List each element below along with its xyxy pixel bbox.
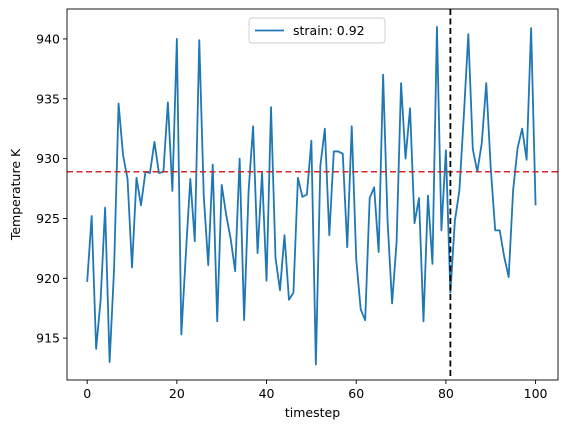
- x-tick-label: 80: [438, 386, 454, 401]
- y-tick-label: 940: [36, 31, 60, 46]
- y-tick-label: 930: [36, 151, 60, 166]
- y-tick-label: 915: [36, 331, 60, 346]
- plot-area-frame: [66, 8, 559, 381]
- y-tick-label: 935: [36, 91, 60, 106]
- series-line-0: [86, 26, 537, 366]
- y-axis: 915 920 925 930 935 940: [36, 31, 67, 346]
- x-tick-label: 0: [83, 386, 91, 401]
- annotation-layer: [67, 9, 558, 380]
- x-tick-label: 20: [169, 386, 185, 401]
- legend-label: strain: 0.92: [293, 23, 365, 38]
- x-axis-title: timestep: [285, 405, 340, 420]
- y-axis-title: Temperature K: [8, 148, 23, 241]
- legend: strain: 0.92: [248, 17, 386, 44]
- y-tick-label: 920: [36, 271, 60, 286]
- x-tick-label: 100: [524, 386, 548, 401]
- x-tick-label: 60: [348, 386, 364, 401]
- y-tick-label: 925: [36, 211, 60, 226]
- legend-box: [248, 17, 386, 44]
- x-tick-label: 40: [259, 386, 275, 401]
- series-layer: [86, 26, 537, 366]
- x-axis: 0 20 40 60 80 100: [83, 380, 548, 401]
